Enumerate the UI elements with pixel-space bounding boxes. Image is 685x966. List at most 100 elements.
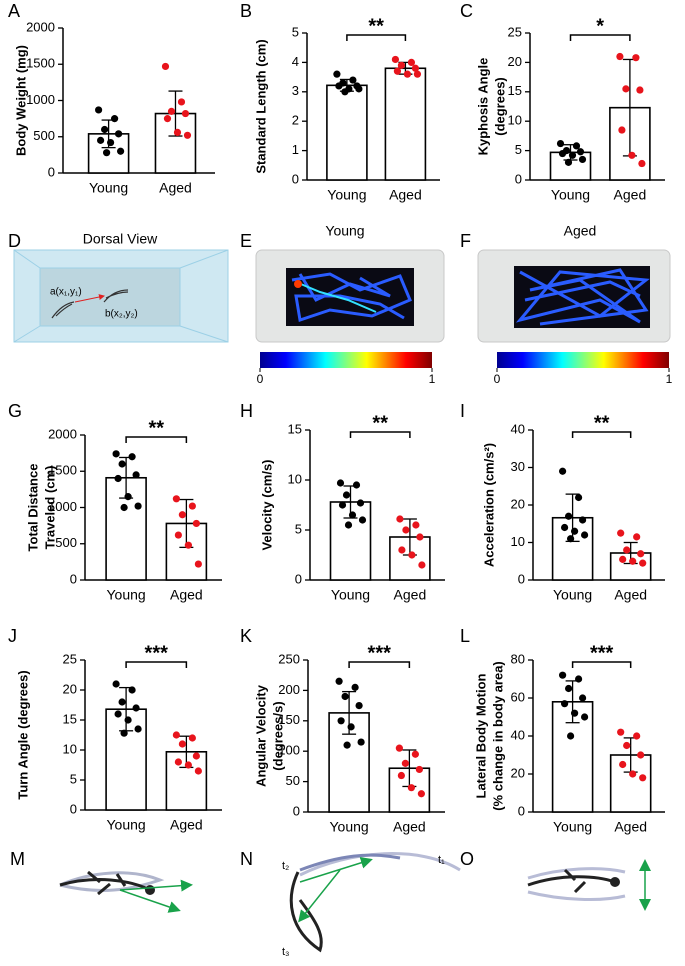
data-point [341,692,349,701]
panel-letter: H [240,401,253,421]
fish-outline [289,871,323,953]
y-tick-label: 5 [295,521,302,536]
y-tick-label: 15 [288,421,302,436]
y-tick-label: 15 [508,83,522,98]
data-point [338,501,347,509]
y-tick-label: 0 [515,171,522,186]
data-point [416,533,424,541]
panel-letter: I [460,401,465,421]
x-tick-label: Aged [614,187,647,203]
diagram-title: Dorsal View [83,231,158,247]
data-point [411,750,419,758]
panel-letter: C [460,1,473,21]
panel-letter: F [460,231,471,251]
time-label: t₂ [282,860,289,872]
data-point [639,559,647,567]
y-axis-label: (% change in body area) [490,661,505,811]
x-tick-label: Aged [159,180,192,196]
heatmap-young: E Young [240,223,445,368]
y-tick-label: 40 [511,727,525,742]
data-point [564,158,573,166]
fish-outline [299,853,401,872]
data-point [348,511,357,519]
colorbar-tick-label: 1 [666,372,673,386]
data-point [132,704,140,712]
data-point [417,790,425,798]
y-tick-label: 5 [515,142,522,157]
data-point [177,98,186,106]
data-point [107,138,115,147]
y-tick-label: 20 [63,681,77,696]
data-point [559,467,567,475]
tank-diagram: D Dorsal View a(x₁,y₁) b(x₂,y₂) [8,231,229,343]
data-point [183,131,192,139]
y-tick-label: 1000 [26,92,55,107]
data-point [581,531,589,539]
panel-letter: D [8,231,21,251]
colorbar-tick-label: 0 [494,372,501,386]
y-tick-label: 3 [292,83,299,98]
x-tick-label: Young [553,587,592,603]
data-point [616,52,624,61]
x-tick-label: Young [331,587,370,603]
data-point [578,155,587,164]
panel-letter: K [240,626,252,646]
vector-arrow [119,879,193,892]
data-point [633,533,641,541]
data-point [333,70,341,78]
fish-outline [527,867,626,901]
y-tick-label: 10 [288,471,302,486]
significance-label: *** [368,642,392,664]
y-tick-label: 2000 [48,426,77,441]
y-tick-label: 25 [508,24,522,39]
data-point [349,76,357,84]
x-tick-label: Young [329,819,368,835]
data-point [567,732,575,740]
y-tick-label: 15 [63,711,77,726]
data-point [194,767,202,775]
data-point [132,471,140,479]
significance-bracket [349,431,411,438]
data-point [181,109,190,118]
fish-outline [527,868,616,894]
data-point [636,86,644,94]
data-point [188,502,196,510]
data-point [103,149,111,157]
y-tick-label: 0 [295,571,302,586]
y-tick-label: 4 [292,54,299,69]
data-point [619,760,627,769]
data-point [623,741,631,750]
data-point [128,686,136,694]
significance-label: *** [590,642,614,664]
data-point [118,698,126,706]
significance-label: ** [148,417,164,439]
data-point [411,64,420,72]
significance-label: * [596,15,604,37]
fish-outline [59,870,151,896]
significance-bracket [125,436,188,443]
significance-label: ** [594,412,610,434]
data-point [124,493,132,501]
data-point [336,479,345,487]
data-point [192,752,200,760]
y-tick-label: 0 [293,803,300,818]
data-point [412,521,420,529]
data-point [95,106,103,114]
vector-arrow [299,856,373,883]
y-axis-label: (degrees) [492,77,507,136]
x-tick-label: Young [106,817,145,833]
time-label: t₁ [438,854,445,866]
data-point [565,512,573,520]
data-point [342,491,351,499]
track [291,272,412,322]
significance-bracket [346,34,407,41]
hotspot [294,280,302,288]
x-tick-label: Young [89,180,128,196]
data-point [343,741,351,749]
data-point [628,151,636,159]
data-point [120,729,128,737]
data-point [172,731,180,739]
y-tick-label: 25 [63,651,77,666]
data-point [617,529,625,537]
data-point [618,126,626,134]
